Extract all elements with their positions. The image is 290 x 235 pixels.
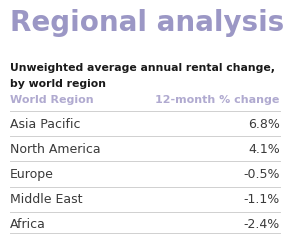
Text: 6.8%: 6.8%: [248, 118, 280, 130]
Text: Africa: Africa: [10, 218, 46, 231]
Text: -2.4%: -2.4%: [244, 218, 280, 231]
Text: Middle East: Middle East: [10, 193, 83, 206]
Text: Unweighted average annual rental change,: Unweighted average annual rental change,: [10, 63, 275, 74]
Text: Europe: Europe: [10, 168, 54, 181]
Text: Regional analysis: Regional analysis: [10, 9, 284, 37]
Text: by world region: by world region: [10, 79, 106, 89]
Text: North America: North America: [10, 143, 101, 156]
Text: World Region: World Region: [10, 95, 94, 105]
Text: Asia Pacific: Asia Pacific: [10, 118, 81, 130]
Text: 4.1%: 4.1%: [248, 143, 280, 156]
Text: -0.5%: -0.5%: [243, 168, 280, 181]
Text: 12-month % change: 12-month % change: [155, 95, 280, 105]
Text: -1.1%: -1.1%: [244, 193, 280, 206]
